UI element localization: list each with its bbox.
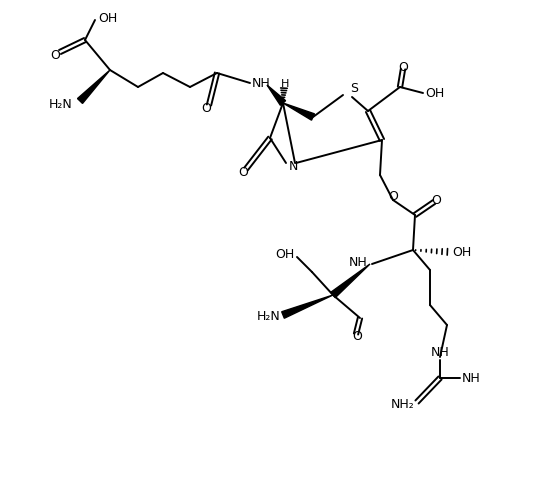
Polygon shape	[283, 103, 314, 120]
Text: NH: NH	[462, 371, 481, 385]
Text: NH: NH	[252, 76, 271, 89]
Text: OH: OH	[276, 249, 295, 261]
Text: H₂N: H₂N	[49, 97, 73, 110]
Polygon shape	[331, 264, 370, 298]
Polygon shape	[267, 85, 286, 105]
Text: O: O	[388, 191, 398, 204]
Text: H₂N: H₂N	[256, 310, 280, 323]
Polygon shape	[282, 295, 333, 318]
Text: OH: OH	[425, 86, 444, 99]
Text: S: S	[350, 81, 358, 94]
Text: O: O	[201, 101, 211, 114]
Polygon shape	[77, 70, 110, 103]
Text: O: O	[431, 194, 441, 207]
Text: OH: OH	[452, 246, 471, 258]
Text: H: H	[281, 79, 289, 89]
Text: O: O	[398, 60, 408, 73]
Text: O: O	[50, 48, 60, 61]
Text: O: O	[352, 330, 362, 343]
Text: NH: NH	[349, 255, 368, 268]
Text: N: N	[289, 161, 299, 174]
Text: O: O	[238, 166, 248, 179]
Text: OH: OH	[98, 11, 117, 24]
Text: NH₂: NH₂	[392, 399, 415, 412]
Text: NH: NH	[430, 345, 449, 358]
